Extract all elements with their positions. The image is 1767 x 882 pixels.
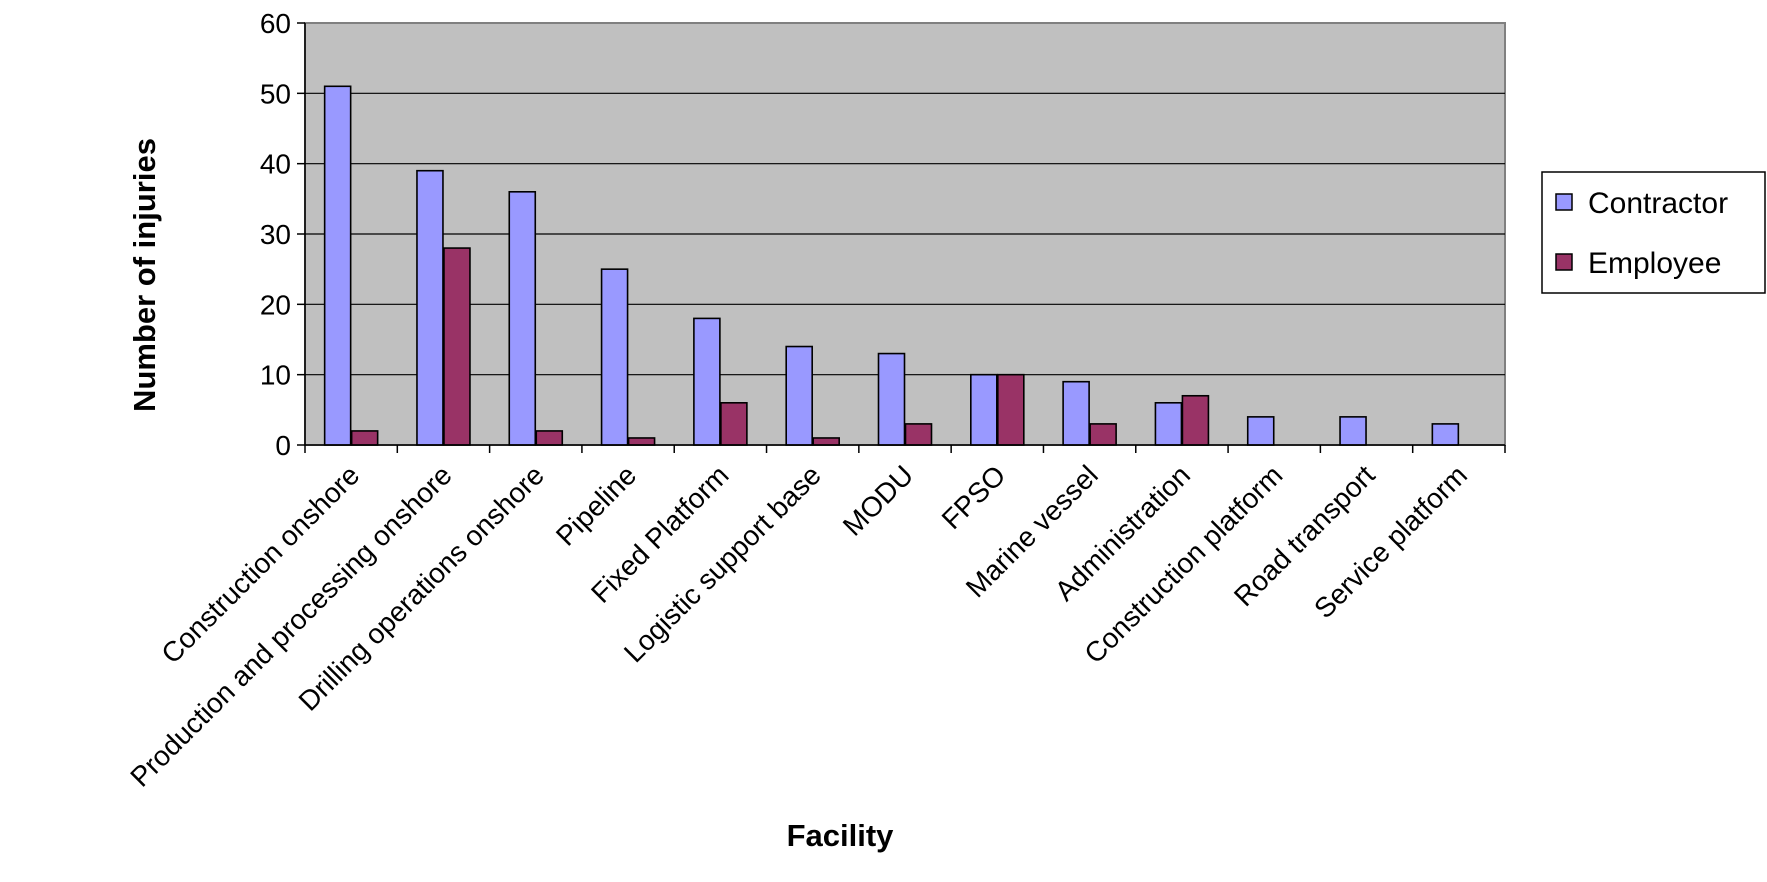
legend-box bbox=[1541, 171, 1766, 294]
bar-contractor-6 bbox=[877, 352, 906, 446]
bar-contractor-3 bbox=[600, 268, 629, 446]
bar-employee-9 bbox=[1181, 394, 1210, 446]
y-tick-label: 10 bbox=[260, 360, 291, 391]
bar-contractor-8 bbox=[1062, 380, 1090, 446]
x-category-label: Production and processing onshore bbox=[124, 459, 457, 792]
x-category-label: Pipeline bbox=[550, 459, 642, 551]
bar-employee-3 bbox=[627, 437, 656, 446]
bar-contractor-4 bbox=[693, 317, 721, 446]
bar-contractor-5 bbox=[785, 345, 813, 446]
legend: Contractor Employee bbox=[1541, 171, 1766, 294]
y-tick-label: 20 bbox=[260, 289, 291, 320]
bar-contractor-11 bbox=[1339, 416, 1367, 446]
y-tick-label: 50 bbox=[260, 78, 291, 109]
bar-employee-6 bbox=[904, 423, 933, 446]
bar-contractor-1 bbox=[416, 169, 444, 446]
x-category-label: MODU bbox=[837, 459, 919, 541]
bar-employee-8 bbox=[1089, 423, 1117, 446]
bar-contractor-10 bbox=[1246, 416, 1275, 446]
bar-employee-5 bbox=[812, 437, 840, 446]
legend-label-contractor: Contractor bbox=[1588, 187, 1728, 220]
legend-swatch-contractor bbox=[1555, 193, 1573, 211]
bar-contractor-12 bbox=[1431, 423, 1460, 446]
y-tick-label: 60 bbox=[260, 8, 291, 39]
legend-swatch-employee bbox=[1555, 253, 1573, 271]
bar-employee-1 bbox=[443, 247, 471, 446]
y-axis-title: Number of injuries bbox=[127, 138, 162, 412]
bar-contractor-2 bbox=[508, 191, 537, 446]
bar-employee-2 bbox=[535, 430, 564, 446]
y-tick-label: 0 bbox=[275, 430, 291, 461]
y-tick-labels: 0 10 20 30 40 50 60 bbox=[260, 8, 291, 461]
x-axis-title: Facility bbox=[787, 818, 895, 853]
x-category-label: FPSO bbox=[936, 459, 1012, 535]
bar-employee-0 bbox=[350, 430, 379, 446]
legend-label-employee: Employee bbox=[1588, 247, 1721, 280]
bar-employee-4 bbox=[720, 401, 748, 446]
bar-employee-7 bbox=[997, 373, 1025, 446]
gridlines bbox=[305, 92, 1505, 376]
bar-contractor-0 bbox=[323, 85, 352, 446]
bar-contractor-9 bbox=[1154, 401, 1183, 446]
y-tick-label: 40 bbox=[260, 149, 291, 180]
bars bbox=[323, 85, 1460, 446]
y-tick-label: 30 bbox=[260, 219, 291, 250]
axes bbox=[297, 22, 1506, 453]
bar-contractor-7 bbox=[970, 373, 998, 446]
